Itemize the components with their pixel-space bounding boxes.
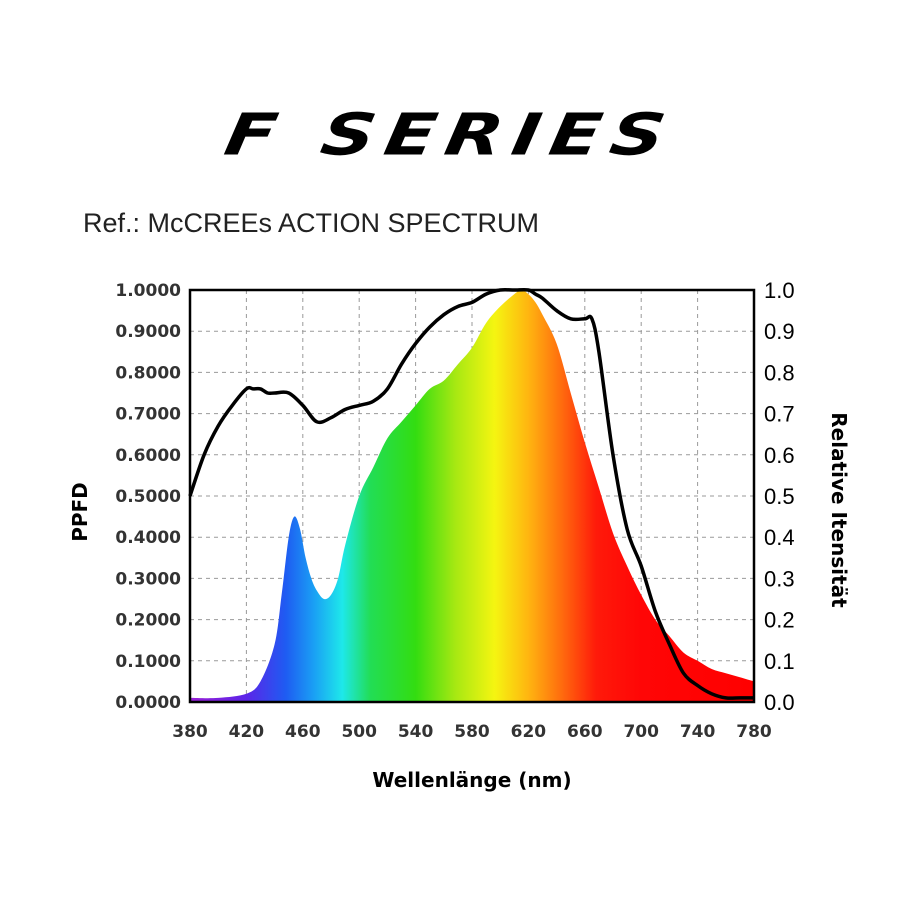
x-tick-label: 780 [736,722,772,742]
x-tick-label: 620 [511,722,547,742]
x-tick-label: 380 [172,722,208,742]
y-right-tick-label: 0.2 [764,608,795,633]
y-left-ticks: 0.0000 0.1000 0.2000 0.3000 0.4000 0.5000 0.60… [115,281,181,713]
y-left-tick-label: 0.4000 [115,528,181,548]
y-right-tick-label: 0.5 [764,484,795,509]
chart-subtitle: Ref.: McCREEs ACTION SPECTRUM [83,208,540,238]
y-right-tick-label: 0.4 [764,525,795,550]
y-left-tick-label: 0.6000 [115,446,181,466]
y-left-tick-label: 0.8000 [115,363,181,383]
y-left-tick-label: 0.2000 [115,611,181,631]
y-right-tick-label: 0.3 [764,566,795,591]
y-right-tick-label: 0.1 [764,649,795,674]
x-tick-label: 660 [567,722,603,742]
y-right-tick-label: 0.8 [764,360,795,385]
y-right-tick-label: 1.0 [764,278,795,303]
y-axis-label-left: PPFD [68,482,92,542]
spectrum-area [190,290,754,702]
x-tick-label: 700 [623,722,659,742]
y-right-ticks: 0.0 0.1 0.2 0.3 0.4 0.5 0.6 0.7 0.8 0.9 1.0 [764,278,795,715]
y-left-tick-label: 0.1000 [115,652,181,672]
x-tick-label: 540 [398,722,434,742]
x-tick-label: 740 [680,722,716,742]
y-left-tick-label: 1.0000 [115,281,181,301]
y-left-tick-label: 0.9000 [115,322,181,342]
x-tick-label: 420 [229,722,265,742]
plot-frame [188,288,756,704]
y-right-tick-label: 0.6 [764,443,795,468]
y-right-tick-label: 0.9 [764,319,795,344]
x-tick-label: 460 [285,722,321,742]
y-right-tick-label: 0.7 [764,402,795,427]
y-left-tick-label: 0.7000 [115,405,181,425]
y-left-tick-label: 0.5000 [115,487,181,507]
x-axis-label: Wellenlänge (nm) [372,768,571,792]
y-right-tick-label: 0.0 [764,690,795,715]
action-spectrum-line [188,287,754,700]
x-tick-label: 580 [454,722,490,742]
x-ticks: 380 420 460 500 540 580 620 660 700 740 780 [172,722,772,742]
y-axis-label-right: Relative Itensität [827,412,851,608]
y-left-tick-label: 0.3000 [115,569,181,589]
y-left-tick-label: 0.0000 [115,693,181,713]
x-tick-label: 500 [341,722,377,742]
